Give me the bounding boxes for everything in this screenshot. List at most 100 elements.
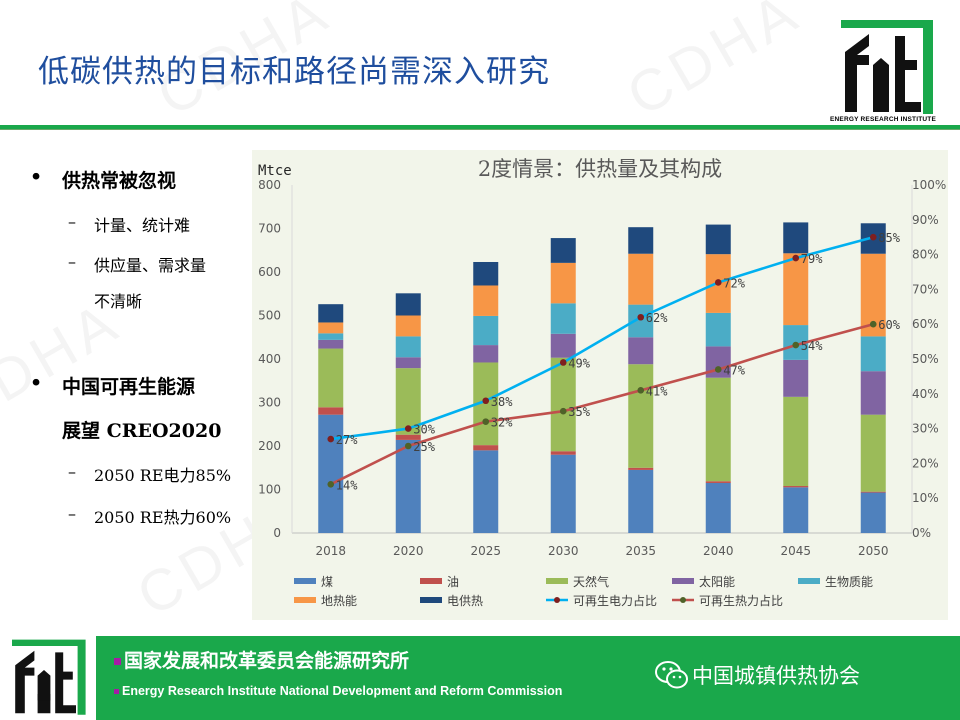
bullet-text: 供热常被忽视 — [62, 170, 177, 192]
legend-label: 生物质能 — [825, 575, 873, 589]
y2-tick-label: 40% — [912, 387, 939, 401]
series-line — [330, 235, 874, 441]
bar-segment — [395, 315, 421, 337]
y2-tick-label: 10% — [912, 491, 939, 505]
data-label: 60% — [878, 318, 900, 332]
bar-segment — [860, 336, 886, 372]
org-name-cn: 国家发展和改革委员会能源研究所 — [114, 646, 409, 673]
line-point — [714, 279, 722, 286]
bar-segment — [318, 407, 344, 415]
bar-segment — [705, 377, 731, 482]
data-label: 47% — [723, 363, 745, 377]
bar-segment — [318, 322, 344, 334]
y2-tick-label: 60% — [912, 317, 939, 331]
y2-tick-label: 70% — [912, 282, 939, 296]
data-label: 35% — [568, 405, 590, 419]
bar-segment — [628, 337, 654, 365]
x-tick-label: 2050 — [858, 544, 889, 558]
org-name-en: Energy Research Institute National Devel… — [114, 684, 562, 698]
logo-caption: ENERGY RESEARCH INSTITUTE — [830, 116, 937, 123]
y-tick-label: 700 — [258, 222, 281, 236]
y2-tick-label: 0% — [912, 526, 931, 540]
data-label: 38% — [491, 395, 513, 409]
bullet-dot: • — [30, 166, 43, 188]
title-rule — [0, 125, 960, 129]
bar-segment — [550, 303, 576, 334]
footer-logo-box — [0, 636, 96, 720]
bar-segment — [395, 368, 421, 435]
bar-segment — [550, 262, 576, 304]
bar-segment — [318, 414, 344, 533]
bar-segment — [550, 451, 576, 455]
bar-segment — [860, 491, 886, 493]
bar-segment — [860, 371, 886, 415]
y-tick-label: 400 — [258, 352, 281, 366]
footer-bar: 国家发展和改革委员会能源研究所 Energy Research Institut… — [0, 636, 960, 720]
line-point — [792, 254, 800, 262]
data-label: 79% — [801, 252, 823, 266]
bar-segment — [395, 336, 421, 358]
bar-segment — [395, 293, 421, 316]
bar-segment — [473, 261, 499, 286]
bar-segment — [628, 469, 654, 533]
chart-panel: 2度情景：供热量及其构成 Mtce 0 100 200 300 400 500 600 700 80… — [252, 150, 948, 620]
line-point — [327, 480, 335, 488]
bar-segment — [550, 357, 576, 452]
bar-segment — [783, 486, 809, 488]
bullet-dot: • — [30, 372, 43, 394]
data-label: 32% — [491, 416, 513, 430]
bar-segment — [395, 434, 421, 440]
x-tick-label: 2025 — [470, 544, 501, 558]
legend-marker — [554, 597, 560, 603]
bar-segment — [318, 339, 344, 349]
bar-segment — [395, 357, 421, 369]
sub-bullet-text: 供应量、需求量 — [94, 256, 207, 275]
data-label: 54% — [801, 339, 823, 353]
legend-swatch — [546, 578, 568, 584]
bar-segment — [318, 333, 344, 340]
y-tick-label: 500 — [258, 309, 281, 323]
bar-segment — [705, 482, 731, 533]
title-rule-thin — [0, 129, 960, 130]
data-label: 25% — [413, 440, 435, 454]
bar-segment — [628, 364, 654, 468]
bullet-text: 中国可再生能源 — [62, 376, 196, 398]
y-tick-label: 0 — [273, 526, 281, 540]
bar-segment — [473, 285, 499, 316]
line-point — [327, 435, 335, 443]
y-tick-label: 600 — [258, 265, 281, 279]
bar-segment — [473, 445, 499, 451]
y-tick-label: 200 — [258, 439, 281, 453]
sub-bullet-cont: 不清晰 — [94, 288, 142, 312]
data-label: 14% — [336, 478, 358, 492]
legend-label: 太阳能 — [699, 574, 735, 589]
wechat-icon — [655, 661, 688, 689]
y2-tick-label: 90% — [912, 213, 939, 227]
line-point — [637, 313, 645, 321]
bar-segment — [473, 315, 499, 346]
bar-segment — [705, 224, 731, 255]
legend-label: 可再生热力占比 — [699, 593, 783, 608]
bar-segment — [318, 304, 344, 323]
legend-label: 油 — [447, 575, 459, 589]
sub-bullet-text: 2050 RE电力85% — [94, 466, 232, 485]
bar-segment — [705, 312, 731, 347]
line-point — [404, 442, 412, 450]
bullet-text: 展望 CREO2020 — [62, 420, 222, 442]
legend-swatch — [798, 578, 820, 584]
bar-segment — [628, 253, 654, 305]
y-tick-label: 800 — [258, 178, 281, 192]
line-point — [404, 425, 412, 432]
stacked-bar-chart: 2度情景：供热量及其构成 Mtce 0 100 200 300 400 500 600 700 80… — [258, 157, 946, 608]
line-point — [792, 341, 800, 349]
y2-tick-label: 50% — [912, 352, 939, 366]
line-point — [714, 366, 722, 373]
legend-label: 可再生电力占比 — [573, 593, 657, 608]
bar-segment — [783, 253, 809, 326]
association-name: 中国城镇供热协会 — [692, 664, 860, 688]
page-title: 低碳供热的目标和路径尚需深入研究 — [38, 54, 550, 90]
legend-label: 电供热 — [447, 594, 483, 608]
watermark: CDHA — [616, 0, 812, 129]
bar-segment — [783, 222, 809, 254]
bar-segment — [783, 359, 809, 397]
